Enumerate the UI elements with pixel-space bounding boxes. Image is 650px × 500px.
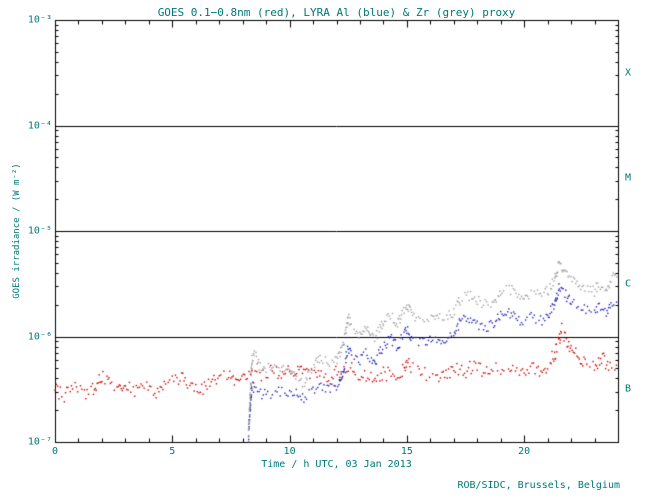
flare-class-label: B — [625, 383, 632, 395]
x-tick-label: 5 — [169, 446, 176, 457]
flare-class-label: X — [625, 67, 632, 79]
y-tick-label: 10⁻⁶ — [27, 331, 52, 342]
x-tick-label: 15 — [400, 446, 413, 457]
flare-class-label: M — [625, 172, 632, 184]
x-axis-label: Time / h UTC, 03 Jan 2013 — [261, 459, 412, 470]
x-tick-label: 20 — [518, 446, 531, 457]
y-tick-label: 10⁻⁷ — [27, 436, 52, 448]
y-tick-label: 10⁻⁴ — [27, 120, 52, 131]
x-tick-label: 0 — [51, 446, 59, 457]
y-tick-label: 10⁻⁵ — [27, 225, 52, 237]
flare-class-label: C — [625, 278, 632, 290]
y-tick-label: 10⁻³ — [27, 14, 52, 26]
chart-title: GOES 0.1−0.8nm (red), LYRA Al (blue) & Z… — [157, 6, 516, 19]
credit-text: ROB/SIDC, Brussels, Belgium — [457, 480, 620, 491]
x-tick-label: 10 — [283, 446, 296, 457]
